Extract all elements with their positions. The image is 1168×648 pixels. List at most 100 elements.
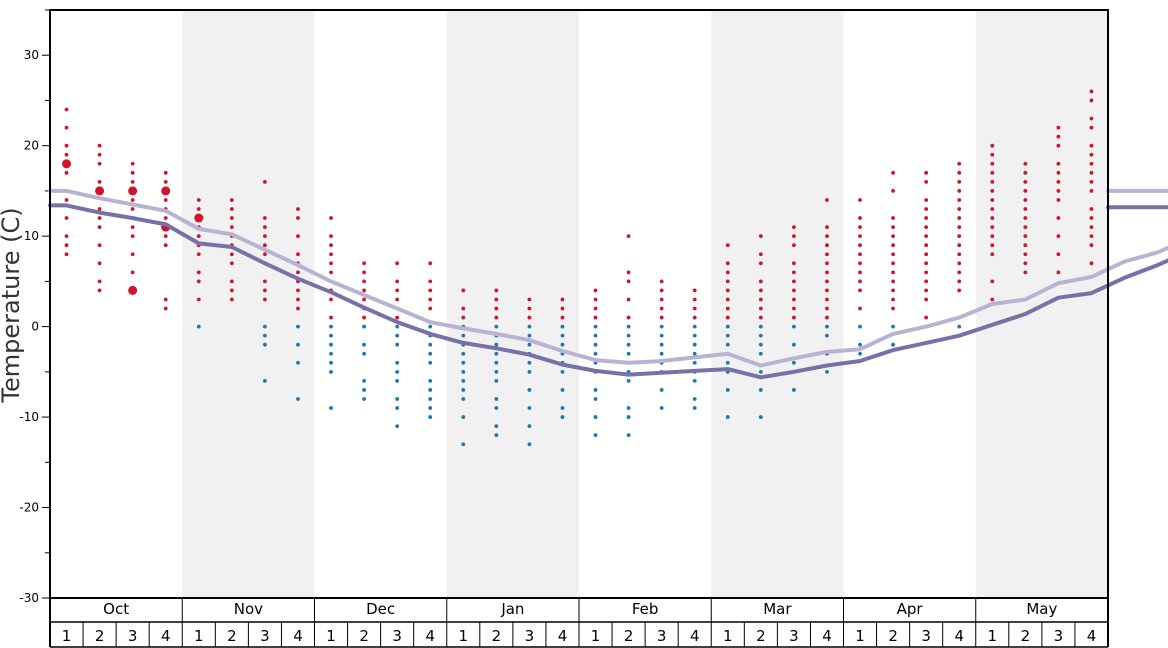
temperature-dot xyxy=(924,315,929,320)
temperature-dot xyxy=(461,415,466,419)
temperature-dot xyxy=(626,270,631,275)
temperature-dot xyxy=(990,189,995,193)
temperature-dot xyxy=(957,170,962,175)
temperature-dot xyxy=(229,225,234,230)
temperature-dot xyxy=(263,216,267,220)
week-label: 3 xyxy=(260,627,270,645)
temperature-dot xyxy=(494,351,499,356)
temperature-dot xyxy=(494,378,499,383)
temperature-dot xyxy=(792,324,796,329)
temperature-dot xyxy=(725,315,730,320)
temperature-dot xyxy=(758,261,763,266)
average-low-line xyxy=(48,203,1168,380)
temperature-dot xyxy=(758,369,763,374)
temperature-dot xyxy=(527,324,532,329)
temperature-dot xyxy=(263,225,267,230)
temperature-dot xyxy=(1089,143,1094,148)
week-label: 4 xyxy=(293,627,303,645)
temperature-dot xyxy=(560,315,565,320)
temperature-dot xyxy=(1089,225,1094,230)
temperature-dot xyxy=(692,351,697,356)
temperature-dot xyxy=(1023,179,1028,184)
temperature-dot xyxy=(858,270,862,275)
temperature-dot xyxy=(1056,179,1061,184)
temperature-dot xyxy=(263,378,267,383)
temperature-dot xyxy=(758,279,763,284)
temperature-dot xyxy=(229,198,234,202)
temperature-dot xyxy=(560,406,565,410)
temperature-dot xyxy=(891,297,895,302)
temperature-dot xyxy=(461,360,466,365)
temperature-dot xyxy=(593,397,598,401)
temperature-dot xyxy=(1023,234,1028,239)
week-label: 1 xyxy=(591,627,601,645)
temperature-dot xyxy=(1089,152,1094,157)
temperature-dot xyxy=(924,288,929,293)
temperature-dot xyxy=(97,152,102,157)
temperature-dot xyxy=(792,243,796,248)
y-tick-label: 30 xyxy=(24,48,39,62)
y-tick-label: -10 xyxy=(19,410,39,424)
temperature-dot xyxy=(725,270,730,275)
week-label: 3 xyxy=(921,627,931,645)
temperature-dot xyxy=(461,369,466,374)
temperature-dot xyxy=(792,315,796,320)
temperature-dot xyxy=(792,288,796,293)
week-label: 4 xyxy=(954,627,964,645)
temperature-dot xyxy=(428,342,433,347)
temperature-dot xyxy=(1089,161,1094,166)
temperature-dot xyxy=(97,225,102,230)
temperature-dot xyxy=(64,216,69,220)
temperature-dot xyxy=(527,442,532,447)
temperature-dot xyxy=(1089,89,1094,94)
temperature-dot xyxy=(64,234,69,239)
temperature-dot xyxy=(825,297,829,302)
y-tick-label: -20 xyxy=(19,501,39,515)
temperature-dot xyxy=(163,170,168,175)
temperature-dot xyxy=(494,324,499,329)
temperature-dot xyxy=(527,333,532,338)
temperature-dot xyxy=(1056,270,1061,275)
temperature-dot xyxy=(692,324,697,329)
temperature-dot xyxy=(194,213,204,223)
temperature-dot xyxy=(1056,161,1061,166)
week-label: 2 xyxy=(95,627,105,645)
temperature-dot xyxy=(329,342,333,347)
y-axis: 30 20 10 0 -10 -20 -30 xyxy=(19,9,50,605)
y-tick-label: 20 xyxy=(24,139,39,153)
temperature-dot xyxy=(560,297,565,302)
week-label: 3 xyxy=(392,627,402,645)
x-axis-labels: Oct 1 2 3 4 Nov 1 2 3 4 Dec 1 2 3 4 Jan 1 2 3 4 Feb 1 2 3 4 Mar 1 2… xyxy=(49,598,1109,648)
temperature-dot xyxy=(593,415,598,419)
temperature-dot xyxy=(461,315,466,320)
temperature-dot xyxy=(329,270,333,275)
temperature-dot xyxy=(395,315,400,320)
temperature-dot xyxy=(130,225,135,230)
temperature-dot xyxy=(825,261,829,266)
temperature-dot xyxy=(924,170,929,175)
temperature-dot xyxy=(196,207,201,211)
temperature-dot xyxy=(161,186,171,196)
temperature-dot xyxy=(825,198,829,202)
temperature-dot xyxy=(957,261,962,266)
temperature-dot xyxy=(626,297,631,302)
month-label-may: May xyxy=(1026,600,1057,618)
temperature-dot xyxy=(163,243,168,248)
temperature-dot xyxy=(792,360,796,365)
temperature-dot xyxy=(891,306,895,311)
temperature-dot xyxy=(593,342,598,347)
temperature-dot xyxy=(593,315,598,320)
temperature-dot xyxy=(792,225,796,230)
temperature-dot xyxy=(130,170,135,175)
temperature-dot xyxy=(461,388,466,392)
temperature-dot xyxy=(957,161,962,166)
temperature-dot xyxy=(130,234,135,239)
temperature-dot xyxy=(725,243,730,248)
temperature-dot xyxy=(428,288,433,293)
temperature-dot xyxy=(758,288,763,293)
temperature-dot xyxy=(692,378,697,383)
temperature-dot xyxy=(560,369,565,374)
temperature-dot xyxy=(957,279,962,284)
temperature-dot xyxy=(990,297,995,302)
plot-frame xyxy=(49,9,1109,599)
